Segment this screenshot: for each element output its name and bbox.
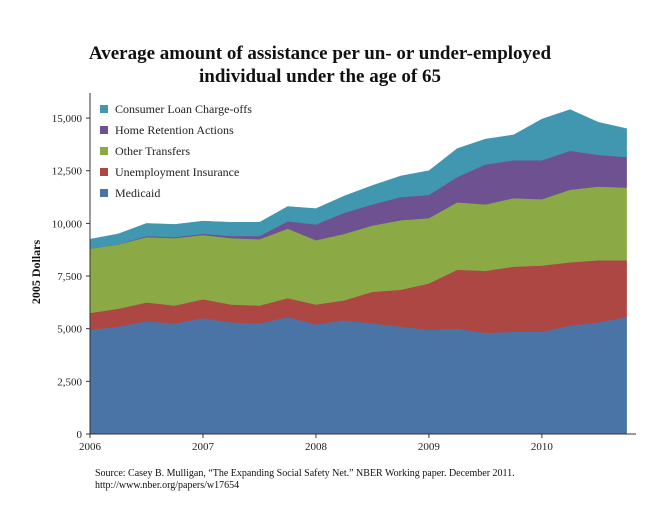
x-tick-label: 2008 bbox=[305, 441, 328, 453]
y-tick-label: 10,000 bbox=[52, 218, 83, 230]
y-tick-label: 0 bbox=[77, 429, 83, 441]
legend-item-unemployment-insurance: Unemployment Insurance bbox=[100, 165, 239, 179]
chart-title-line-2: individual under the age of 65 bbox=[199, 66, 441, 87]
legend-item-consumer-loan-charge-offs: Consumer Loan Charge-offs bbox=[100, 102, 252, 116]
x-tick-label: 2007 bbox=[192, 441, 215, 453]
x-tick-label: 2010 bbox=[531, 441, 554, 453]
y-tick-label: 12,500 bbox=[52, 166, 83, 178]
x-tick-label: 2006 bbox=[79, 441, 102, 453]
legend-label: Unemployment Insurance bbox=[115, 165, 239, 179]
x-tick-label: 2009 bbox=[418, 441, 441, 453]
legend-swatch bbox=[100, 126, 108, 134]
y-tick-label: 7,500 bbox=[57, 271, 82, 283]
legend-label: Home Retention Actions bbox=[115, 123, 234, 137]
legend-item-medicaid: Medicaid bbox=[100, 186, 160, 200]
legend-label: Other Transfers bbox=[115, 144, 190, 158]
chart-title: Average amount of assistance per un- or … bbox=[60, 42, 580, 88]
source-line-2: http://www.nber.org/papers/w17654 bbox=[95, 480, 240, 491]
axes-layer: 0 2,500 5,000 7,500 10,000 12,500 15,000 2006 20… bbox=[52, 93, 636, 453]
legend-label: Medicaid bbox=[115, 186, 160, 200]
y-tick-label: 5,000 bbox=[57, 324, 82, 336]
source-line-1: Source: Casey B. Mulligan, “The Expandin… bbox=[95, 468, 515, 479]
legend-swatch bbox=[100, 147, 108, 155]
legend-item-home-retention-actions: Home Retention Actions bbox=[100, 123, 234, 137]
chart-title-line-1: Average amount of assistance per un- or … bbox=[88, 43, 552, 64]
y-tick-label: 2,500 bbox=[57, 376, 82, 388]
legend-label: Consumer Loan Charge-offs bbox=[115, 102, 252, 116]
y-tick-label: 15,000 bbox=[52, 113, 83, 125]
legend-swatch bbox=[100, 168, 108, 176]
areas-layer bbox=[89, 109, 627, 435]
legend: Consumer Loan Charge-offs Home Retention … bbox=[100, 102, 252, 200]
legend-swatch bbox=[100, 189, 108, 197]
source-note: Source: Casey B. Mulligan, “The Expandin… bbox=[95, 468, 615, 492]
legend-item-other-transfers: Other Transfers bbox=[100, 144, 190, 158]
area-medicaid bbox=[89, 316, 627, 435]
area-consumer-loan-charge-offs bbox=[89, 109, 627, 249]
y-axis-label: 2005 Dollars bbox=[29, 240, 43, 305]
legend-swatch bbox=[100, 105, 108, 113]
